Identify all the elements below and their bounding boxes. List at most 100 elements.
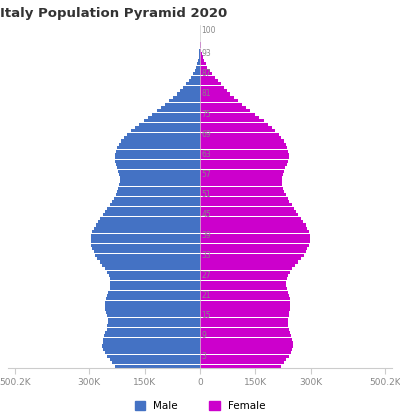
Bar [200, 49, 202, 52]
Bar [107, 270, 200, 274]
Bar [200, 331, 290, 334]
Bar [200, 203, 292, 206]
Bar [200, 89, 227, 92]
Text: 69: 69 [202, 130, 211, 139]
Bar [200, 301, 290, 304]
Bar [124, 136, 200, 139]
Bar [94, 227, 200, 230]
Bar [152, 112, 200, 116]
Bar [115, 156, 200, 159]
Bar [107, 314, 200, 317]
Bar [107, 354, 200, 358]
Bar [106, 311, 200, 314]
Bar [121, 140, 200, 143]
Bar [139, 122, 200, 126]
Bar [180, 89, 200, 92]
Bar [103, 214, 200, 217]
Bar [100, 260, 200, 263]
Bar [200, 160, 288, 163]
Bar [200, 102, 242, 106]
Bar [200, 86, 224, 89]
Bar [105, 267, 200, 270]
Bar [200, 146, 287, 149]
Bar [200, 170, 284, 173]
Bar [102, 264, 200, 267]
Bar [200, 321, 288, 324]
Legend: Male, Female: Male, Female [130, 397, 270, 415]
Bar [200, 136, 281, 139]
Bar [200, 274, 288, 277]
Text: 63: 63 [202, 150, 211, 159]
Bar [200, 227, 308, 230]
Bar [200, 230, 309, 233]
Bar [200, 358, 286, 361]
Bar [200, 79, 218, 82]
Bar [200, 82, 221, 85]
Bar [157, 109, 200, 112]
Bar [200, 344, 293, 347]
Bar [200, 240, 310, 243]
Bar [200, 324, 288, 327]
Bar [200, 186, 283, 190]
Bar [200, 66, 207, 69]
Text: 3: 3 [202, 352, 206, 361]
Bar [200, 267, 292, 270]
Bar [200, 264, 295, 267]
Bar [200, 244, 309, 247]
Bar [105, 304, 200, 307]
Bar [91, 240, 200, 243]
Bar [200, 217, 301, 220]
Text: 81: 81 [202, 89, 211, 99]
Text: 100: 100 [202, 25, 216, 35]
Bar [200, 193, 286, 196]
Bar [191, 76, 200, 79]
Bar [106, 328, 200, 331]
Bar [200, 250, 306, 253]
Text: 33: 33 [202, 251, 211, 260]
Bar [200, 277, 287, 280]
Bar [200, 180, 282, 183]
Bar [200, 214, 298, 217]
Bar [200, 62, 206, 65]
Bar [103, 338, 200, 341]
Bar [91, 234, 200, 237]
Bar [92, 230, 200, 233]
Bar [169, 99, 200, 102]
Bar [200, 116, 259, 119]
Bar [196, 66, 200, 69]
Bar [200, 112, 255, 116]
Bar [200, 52, 202, 55]
Text: 21: 21 [202, 291, 211, 300]
Bar [103, 348, 200, 351]
Text: 93: 93 [202, 49, 211, 58]
Bar [200, 311, 289, 314]
Bar [106, 297, 200, 301]
Bar [200, 166, 285, 169]
Bar [98, 220, 200, 223]
Bar [92, 247, 200, 250]
Bar [200, 314, 289, 317]
Bar [173, 96, 200, 99]
Bar [200, 72, 212, 75]
Bar [200, 119, 264, 122]
Bar [112, 200, 200, 203]
Bar [200, 106, 246, 109]
Bar [116, 150, 200, 153]
Bar [100, 217, 200, 220]
Bar [200, 96, 234, 99]
Bar [193, 72, 200, 75]
Bar [97, 257, 200, 260]
Bar [200, 109, 250, 112]
Bar [108, 318, 200, 321]
Bar [188, 79, 200, 82]
Text: 51: 51 [202, 190, 211, 199]
Bar [107, 206, 200, 210]
Bar [200, 196, 288, 200]
Bar [200, 56, 203, 59]
Bar [112, 361, 200, 364]
Bar [200, 361, 284, 364]
Bar [195, 69, 200, 72]
Bar [200, 270, 290, 274]
Bar [117, 190, 200, 193]
Bar [200, 308, 290, 311]
